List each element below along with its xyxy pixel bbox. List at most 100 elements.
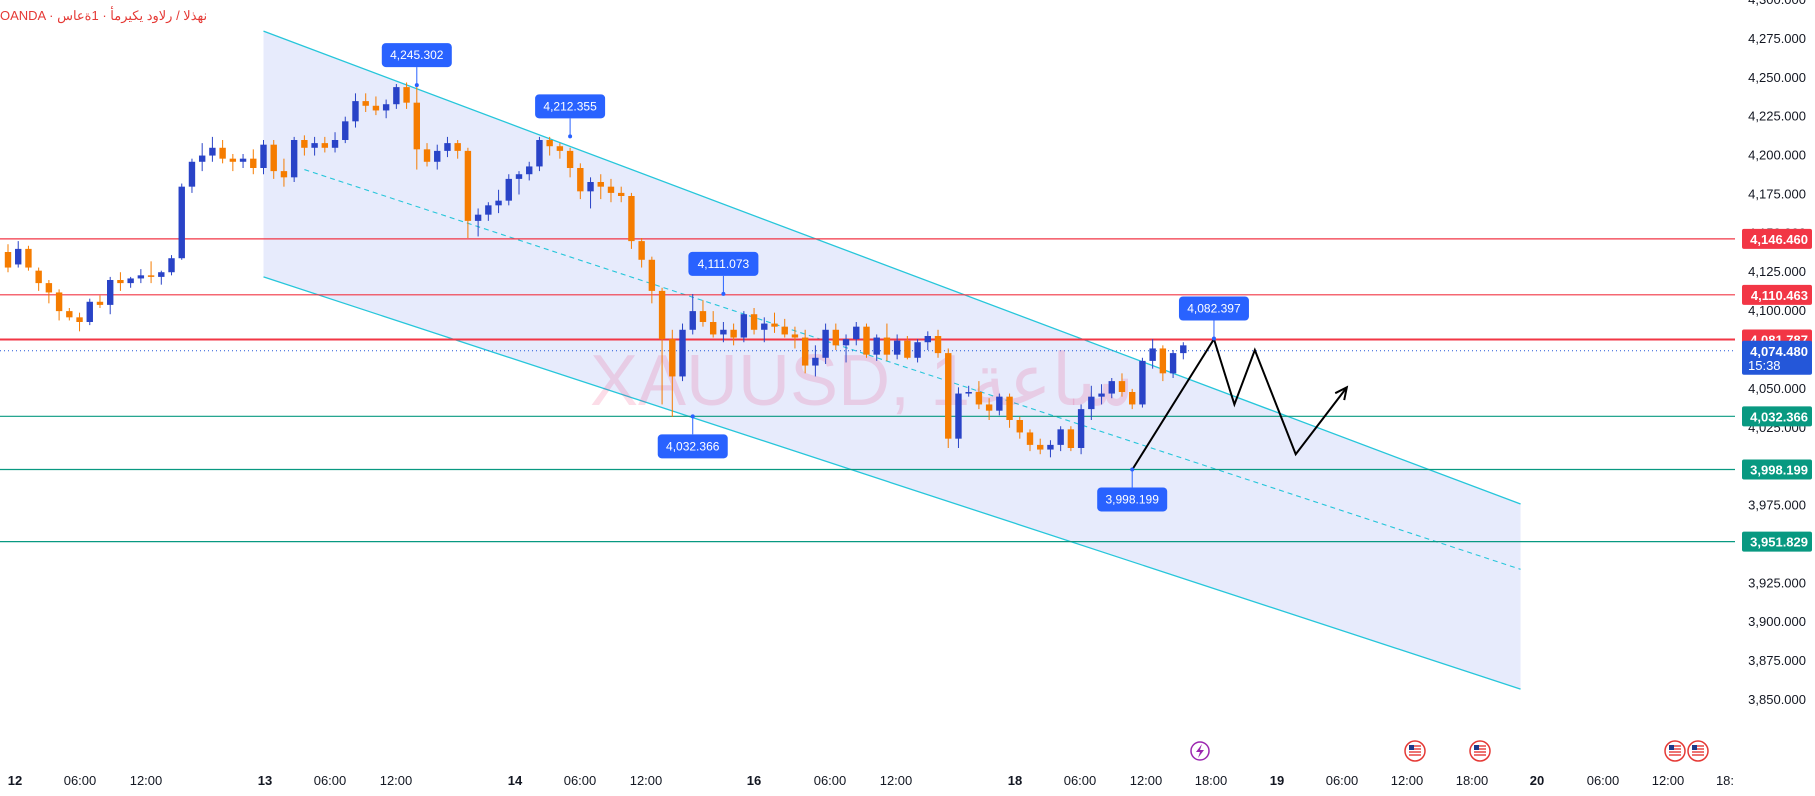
us-flag-icon[interactable] [1404, 740, 1426, 762]
candle-body[interactable] [1108, 381, 1115, 394]
candle-body[interactable] [924, 336, 931, 343]
candle-body[interactable] [1026, 432, 1034, 445]
candle-body[interactable] [158, 272, 165, 277]
candle-body[interactable] [55, 292, 63, 312]
candle-body[interactable] [873, 337, 880, 355]
candle-body[interactable] [699, 311, 707, 322]
candle-body[interactable] [893, 340, 901, 355]
candle-body[interactable] [853, 326, 860, 340]
candle-body[interactable] [679, 329, 686, 377]
candle-body[interactable] [321, 143, 329, 148]
candle-body[interactable] [955, 393, 962, 439]
candle-body[interactable] [1129, 392, 1136, 405]
horizontal-levels[interactable] [0, 238, 1735, 543]
candle-body[interactable] [771, 323, 778, 327]
candle-body[interactable] [311, 143, 318, 148]
candle-body[interactable] [781, 326, 788, 335]
candle-body[interactable] [454, 143, 461, 151]
candle-body[interactable] [178, 186, 185, 259]
us-flag-icon[interactable] [1687, 740, 1709, 762]
us-flag-icon[interactable] [1664, 740, 1686, 762]
event-icons[interactable] [1190, 740, 1709, 762]
candle-body[interactable] [720, 329, 727, 335]
candle-body[interactable] [1088, 396, 1095, 410]
candle-body[interactable] [219, 147, 226, 159]
candle-body[interactable] [761, 323, 768, 330]
projection-path[interactable] [1131, 336, 1349, 471]
candle-body[interactable] [597, 182, 604, 187]
candle-body[interactable] [1067, 429, 1075, 448]
candle-body[interactable] [474, 214, 482, 221]
candle-body[interactable] [250, 158, 257, 168]
candle-body[interactable] [648, 259, 656, 291]
candle-body[interactable] [301, 140, 308, 148]
candle-body[interactable] [25, 248, 32, 268]
candle-body[interactable] [86, 301, 93, 322]
candle-body[interactable] [801, 337, 809, 366]
candle-body[interactable] [423, 149, 431, 162]
callout-box[interactable] [1097, 487, 1168, 512]
candle-body[interactable] [147, 275, 155, 277]
candle-body[interactable] [669, 339, 676, 377]
parallel-channel[interactable] [263, 30, 1521, 690]
lightning-icon[interactable] [1190, 741, 1210, 761]
candle-body[interactable] [1159, 348, 1167, 374]
candle-body[interactable] [1098, 393, 1105, 397]
chart-symbol-label[interactable]: OANDA · نهذلا / رلاود يكيرمأ · 1ةعاس [0, 8, 208, 23]
candle-body[interactable] [546, 140, 553, 147]
candle-body[interactable] [577, 168, 584, 192]
candle-body[interactable] [1006, 396, 1013, 420]
candle-body[interactable] [1180, 345, 1187, 354]
candle-body[interactable] [403, 87, 410, 103]
candle-body[interactable] [965, 392, 972, 394]
candle-body[interactable] [505, 178, 512, 201]
candle-body[interactable] [188, 161, 196, 187]
candle-body[interactable] [342, 121, 349, 140]
candle-body[interactable] [996, 396, 1003, 411]
candle-body[interactable] [137, 275, 145, 279]
candle-body[interactable] [393, 87, 400, 105]
candle-body[interactable] [229, 158, 237, 162]
callout-box[interactable] [657, 434, 728, 459]
channel-midline[interactable] [304, 169, 1521, 570]
candle-body[interactable] [750, 314, 758, 330]
candle-body[interactable] [260, 144, 267, 168]
candle-body[interactable] [536, 140, 543, 167]
candle-body[interactable] [76, 317, 83, 322]
callout-box[interactable] [535, 94, 606, 119]
candle-body[interactable] [1016, 420, 1023, 433]
candle-body[interactable] [96, 301, 104, 305]
candle-body[interactable] [628, 196, 635, 242]
candle-body[interactable] [740, 314, 748, 338]
candles[interactable] [4, 82, 1187, 458]
candle-body[interactable] [45, 283, 53, 293]
candle-body[interactable] [1149, 348, 1156, 361]
candle-body[interactable] [117, 280, 124, 284]
candle-body[interactable] [556, 146, 564, 151]
candle-body[interactable] [658, 290, 666, 340]
candle-body[interactable] [975, 392, 983, 405]
candle-body[interactable] [904, 340, 911, 358]
candle-body[interactable] [66, 311, 73, 318]
candle-body[interactable] [914, 342, 921, 358]
us-flag-icon[interactable] [1469, 740, 1491, 762]
candle-body[interactable] [812, 357, 819, 366]
candle-body[interactable] [382, 104, 390, 111]
candle-body[interactable] [209, 147, 216, 156]
candle-body[interactable] [444, 143, 451, 151]
candle-body[interactable] [290, 140, 298, 178]
candle-body[interactable] [842, 339, 850, 346]
candle-body[interactable] [1047, 444, 1054, 450]
callout-box[interactable] [688, 251, 759, 276]
candle-body[interactable] [883, 337, 891, 355]
candle-body[interactable] [1057, 429, 1064, 445]
candle-body[interactable] [822, 329, 829, 358]
candle-body[interactable] [434, 150, 441, 162]
candle-body[interactable] [832, 329, 840, 346]
candle-body[interactable] [985, 404, 993, 411]
candle-body[interactable] [791, 334, 799, 338]
candle-body[interactable] [515, 174, 523, 179]
candle-body[interactable] [526, 166, 533, 175]
candle-body[interactable] [331, 140, 339, 148]
